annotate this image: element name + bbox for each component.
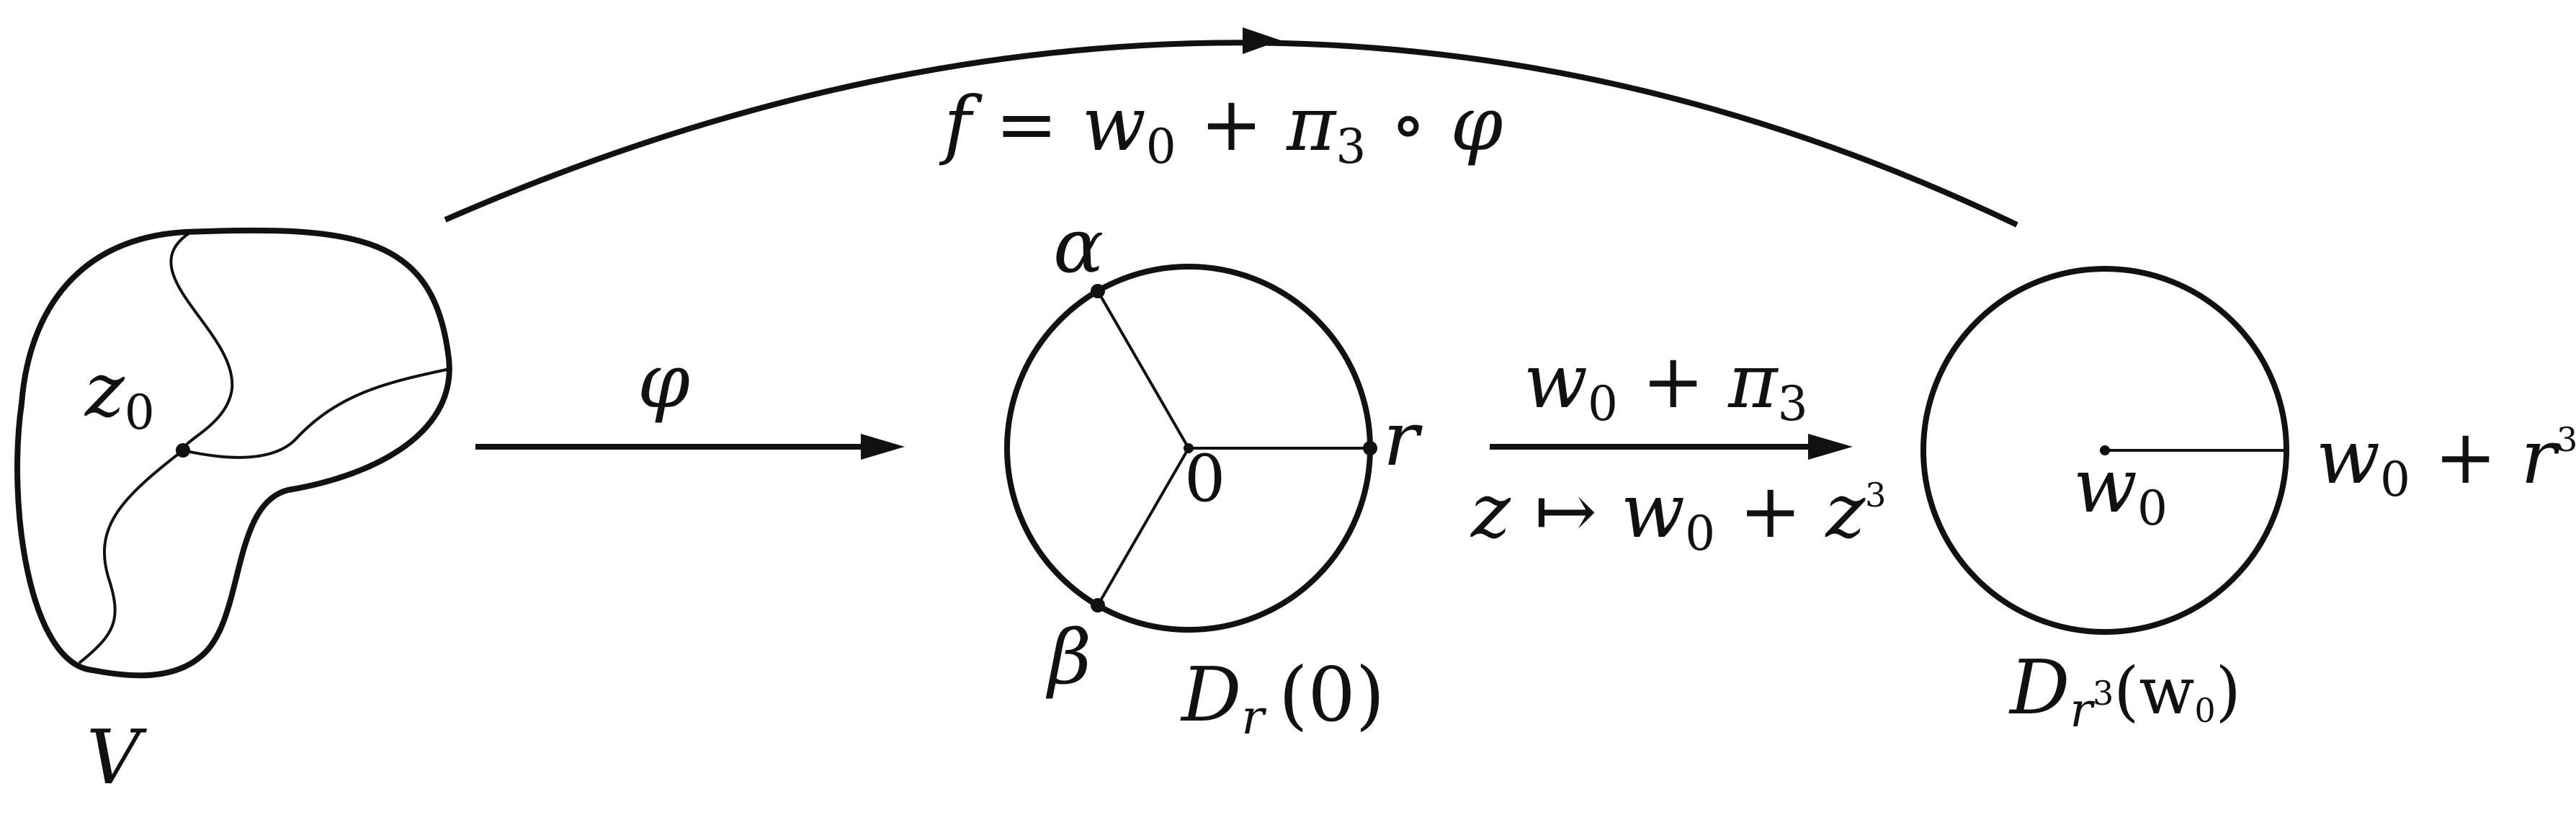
origin-label: 0 xyxy=(1184,441,1225,517)
region-v-curve-a xyxy=(169,232,234,451)
v-label: V xyxy=(86,713,147,801)
radius-to-beta xyxy=(1096,447,1190,607)
composite-f-label: f = w0 + π3 ∘ φ xyxy=(939,80,1503,174)
disk-dr3w0-label: Dr3(w0) xyxy=(2008,643,2241,738)
composite-arrowhead xyxy=(1243,27,1281,54)
origin-point xyxy=(1184,443,1194,453)
map2-top-label: w0 + π3 xyxy=(1524,337,1808,432)
phi-arrowhead xyxy=(861,434,905,460)
alpha-label: α xyxy=(1053,202,1104,290)
r-label: r xyxy=(1383,395,1423,483)
map2-bottom-label: z ↦ w0 + z3 xyxy=(1470,467,1886,561)
radius-to-alpha xyxy=(1096,290,1190,450)
beta-point xyxy=(1091,598,1105,612)
disk-dr0-label: Dr (0) xyxy=(1180,651,1385,745)
z0-label: z0 xyxy=(84,346,155,440)
center-w0-point xyxy=(2100,445,2110,455)
region-v-curve-c xyxy=(78,449,184,664)
map2-arrowhead xyxy=(1808,434,1853,460)
region-v-boundary xyxy=(14,227,452,679)
phi-label: φ xyxy=(638,337,690,425)
z0-point xyxy=(176,443,190,458)
alpha-point xyxy=(1091,284,1105,298)
edge-label: w0 + r3 xyxy=(2316,413,2576,507)
beta-label: β xyxy=(1045,613,1091,701)
center-w0-label: w0 xyxy=(2073,442,2168,536)
r-point xyxy=(1363,441,1377,455)
region-v-curve-b xyxy=(182,367,450,459)
